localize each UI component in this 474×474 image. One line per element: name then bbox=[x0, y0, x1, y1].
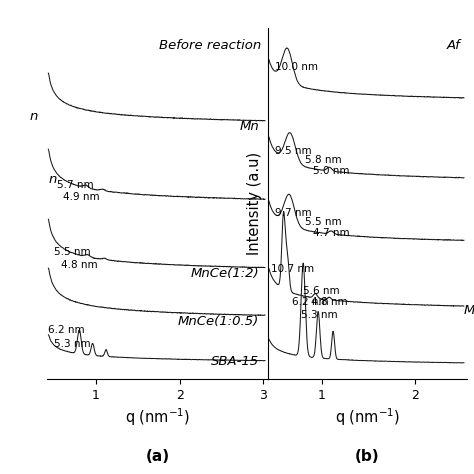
Text: MnCe(1:2): MnCe(1:2) bbox=[191, 267, 259, 280]
Text: 9.5 nm: 9.5 nm bbox=[275, 146, 312, 156]
Text: 10.7 nm: 10.7 nm bbox=[272, 264, 315, 273]
Text: 5.5 nm: 5.5 nm bbox=[305, 217, 342, 227]
Text: 5.5 nm: 5.5 nm bbox=[54, 247, 91, 257]
Text: 4.8 nm: 4.8 nm bbox=[61, 260, 98, 270]
Text: M: M bbox=[463, 304, 474, 318]
Text: 5.6 nm: 5.6 nm bbox=[303, 286, 340, 296]
Text: (b): (b) bbox=[355, 449, 380, 464]
Text: n: n bbox=[48, 173, 56, 186]
Text: Af: Af bbox=[447, 39, 461, 52]
Text: (a): (a) bbox=[146, 449, 170, 464]
Text: 6.2 nm: 6.2 nm bbox=[292, 297, 328, 307]
Text: 4.8 nm: 4.8 nm bbox=[310, 297, 347, 307]
Text: SBA-15: SBA-15 bbox=[211, 356, 259, 368]
Text: 4.9 nm: 4.9 nm bbox=[64, 191, 100, 201]
Text: 5.7 nm: 5.7 nm bbox=[57, 180, 94, 190]
Text: 9.7 nm: 9.7 nm bbox=[275, 209, 312, 219]
Text: MnCe(1:0.5): MnCe(1:0.5) bbox=[178, 315, 259, 328]
Text: 10.0 nm: 10.0 nm bbox=[275, 62, 318, 72]
Text: 6.2 nm: 6.2 nm bbox=[48, 325, 85, 335]
Text: n: n bbox=[30, 109, 38, 123]
Text: 5.3 nm: 5.3 nm bbox=[54, 339, 91, 349]
Text: 5.0 nm: 5.0 nm bbox=[312, 166, 349, 176]
X-axis label: q (nm$^{-1}$): q (nm$^{-1}$) bbox=[335, 406, 400, 428]
Text: Before reaction: Before reaction bbox=[159, 39, 261, 52]
Text: 5.8 nm: 5.8 nm bbox=[305, 155, 342, 165]
Text: Mn: Mn bbox=[239, 120, 259, 133]
X-axis label: q (nm$^{-1}$): q (nm$^{-1}$) bbox=[125, 406, 190, 428]
Y-axis label: Intensity (a.u): Intensity (a.u) bbox=[247, 152, 262, 255]
Text: 5.3 nm: 5.3 nm bbox=[301, 310, 338, 320]
Text: 4.7 nm: 4.7 nm bbox=[312, 228, 349, 238]
